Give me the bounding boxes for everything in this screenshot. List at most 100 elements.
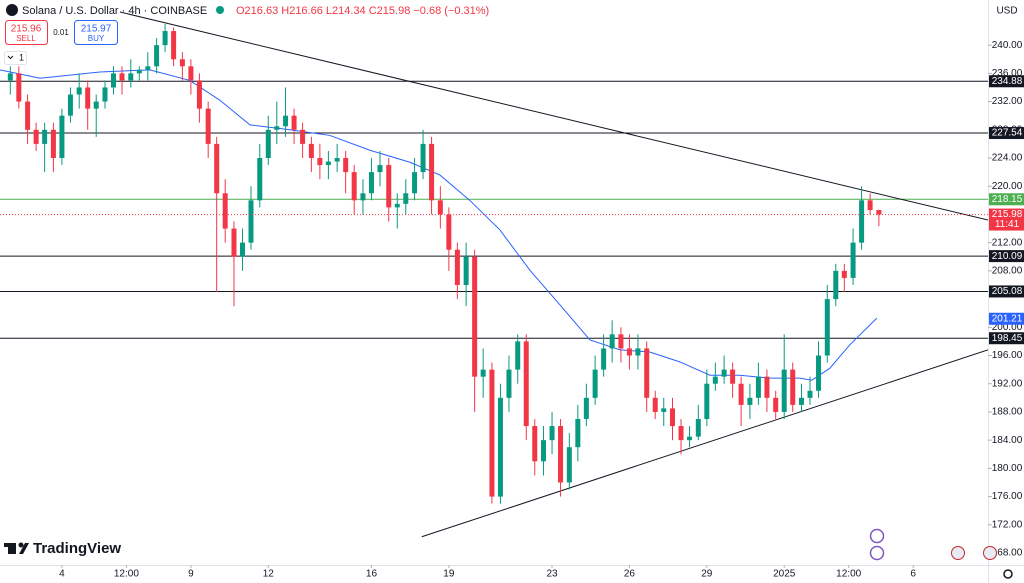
candle-body <box>429 143 435 201</box>
candle-body <box>583 397 589 419</box>
event-icon[interactable] <box>869 528 885 544</box>
candle-body <box>325 161 331 166</box>
candle-body <box>93 101 99 109</box>
level-box <box>989 127 1024 140</box>
candle-body <box>592 369 598 398</box>
sell-button[interactable] <box>5 20 48 45</box>
candle-body <box>274 126 280 130</box>
candle-body <box>102 87 108 102</box>
candle-body <box>506 369 512 398</box>
candle-body <box>196 80 202 109</box>
brand[interactable]: TradingView <box>33 540 121 557</box>
candle-body <box>420 143 426 173</box>
y-tick-label: 220.00 <box>992 181 1023 192</box>
sell-label: SELL <box>16 34 36 43</box>
y-tick-label: 240.00 <box>992 40 1023 51</box>
x-tick-label: 16 <box>366 569 378 580</box>
candle-body <box>480 369 486 377</box>
indicator-toggle[interactable] <box>4 51 27 65</box>
candle-body <box>368 172 374 194</box>
economic-event[interactable] <box>951 546 965 560</box>
candle-body <box>437 200 443 215</box>
candle-body <box>239 242 245 257</box>
candle-body <box>334 158 340 162</box>
candle-body <box>188 66 194 81</box>
logo-part <box>19 543 29 554</box>
x-tick-label: 12:00 <box>114 569 139 580</box>
candle-body <box>515 341 521 370</box>
candle-body <box>644 348 650 398</box>
candle-body <box>128 73 134 81</box>
current-price-box <box>989 208 1024 231</box>
candle-body <box>678 426 684 441</box>
candle-body <box>609 334 615 349</box>
market-status <box>216 6 224 14</box>
candle-body <box>360 193 366 201</box>
event-icon[interactable] <box>869 545 885 561</box>
indicator-count: 1 <box>19 52 24 62</box>
trendline <box>119 11 988 221</box>
candle-body <box>214 143 220 194</box>
candle-body <box>463 256 469 285</box>
level-box <box>989 250 1024 263</box>
settings-icon[interactable] <box>1003 569 1013 579</box>
y-tick-label: 196.00 <box>992 350 1023 361</box>
candle-body <box>403 193 409 204</box>
sell-price: 215.96 <box>11 24 42 35</box>
candle-body <box>300 129 306 144</box>
ma-box <box>989 312 1024 325</box>
candle-body <box>730 369 736 384</box>
candle-body <box>816 355 822 391</box>
candle-body <box>386 165 392 208</box>
candle-body <box>695 418 701 437</box>
buy-button[interactable] <box>74 20 118 45</box>
candle-body <box>833 270 839 300</box>
candle-body <box>16 73 22 102</box>
candle-body <box>497 397 503 497</box>
candle-body <box>635 348 641 356</box>
candle-body <box>626 348 632 356</box>
x-tick-label: 12 <box>263 569 275 580</box>
candle-body <box>670 408 676 427</box>
candle-body <box>747 397 753 405</box>
candle-body <box>841 270 847 278</box>
candle-body <box>859 200 865 243</box>
candle-body <box>652 397 658 412</box>
candle-body <box>755 376 761 398</box>
candle-body <box>773 397 779 412</box>
candle-body <box>111 73 117 88</box>
candle-body <box>257 158 263 201</box>
buy-label: BUY <box>88 34 105 43</box>
level-box <box>989 75 1024 88</box>
symbol-title[interactable]: Solana / U.S. Dollar · 4h · COINBASE <box>22 5 207 17</box>
y-tick-label: 232.00 <box>992 96 1023 107</box>
candle-body <box>7 73 13 81</box>
candle-body <box>867 200 873 210</box>
candle-body <box>601 348 607 370</box>
x-tick-label: 2025 <box>773 569 796 580</box>
economic-event[interactable] <box>983 546 997 560</box>
moving-average <box>0 69 878 381</box>
candle-body <box>308 143 314 159</box>
level-box <box>989 285 1024 298</box>
level-label: 198.45 <box>992 333 1023 344</box>
candle-body <box>687 436 693 441</box>
candle-body <box>162 31 168 46</box>
symbol-icon <box>6 4 18 16</box>
candle-body <box>798 397 804 405</box>
x-tick-label: 19 <box>443 569 455 580</box>
level-box <box>989 332 1024 345</box>
y-tick-label: 236.00 <box>992 68 1023 79</box>
candle-body <box>850 242 856 278</box>
currency[interactable]: USD <box>996 6 1017 17</box>
x-tick-label: 26 <box>624 569 636 580</box>
candle-body <box>549 426 555 441</box>
candle-body <box>446 214 452 250</box>
chevron <box>7 55 14 60</box>
candle-body <box>790 369 796 405</box>
level-label: 210.09 <box>992 251 1023 262</box>
y-tick-label: 172.00 <box>992 519 1023 530</box>
candle-body <box>67 94 73 116</box>
candle-body <box>136 69 142 74</box>
